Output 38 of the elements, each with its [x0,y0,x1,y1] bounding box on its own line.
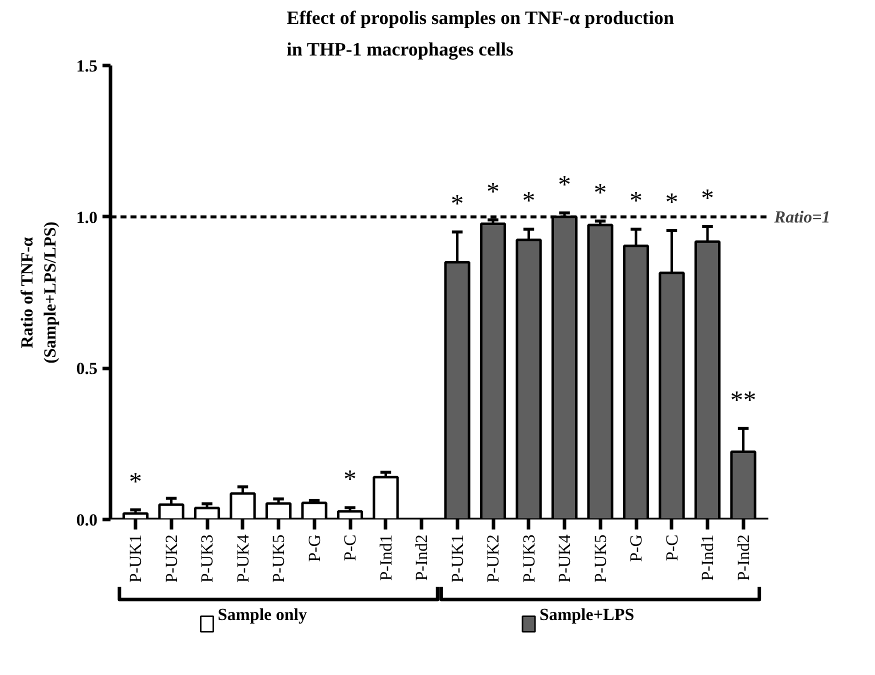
x-tick-label: P-Ind1 [376,534,396,581]
x-tick-label: P-UK1 [126,534,146,583]
data-label: * [594,178,607,208]
x-tick-label: P-UK2 [162,534,181,583]
x-tick-label: P-Ind2 [734,534,753,581]
legend-label: Sample only [218,605,308,624]
x-tick-label: P-UK5 [590,534,610,583]
chart-title: Effect of propolis samples on TNF-α production in THP-1 macrophages cells [286,8,674,60]
data-label: * [522,186,536,216]
x-tick-label: P-UK4 [555,534,574,583]
x-tick-label: P-UK3 [198,534,217,583]
x-tick-label: P-Ind1 [698,534,718,581]
x-tick-label: P-UK3 [519,534,538,583]
data-label: * [450,188,464,218]
x-tick-label: P-Ind2 [412,534,432,581]
x-tick-label: P-C [662,534,682,561]
y-axis-title: Ratio of TNF-α (Sample+LPS/LPS) [17,222,60,364]
ref-line-label: Ratio=1 [773,207,830,226]
data-label: * [630,186,643,216]
data-label: * [558,170,572,199]
data-label: * [665,187,678,216]
x-tick-label: P-UK2 [484,534,503,583]
x-tick-label: P-G [304,534,324,562]
data-label: * [344,464,357,494]
x-tick-label: P-C [340,534,360,561]
legend-label: Sample+LPS [539,605,634,624]
x-tick-label: P-UK5 [269,534,288,583]
y-tick-label: 0.5 [76,359,98,378]
data-label: * [129,466,142,496]
x-tick-label: P-UK1 [448,534,467,583]
y-tick-label: 1.5 [76,56,98,76]
y-tick-label: 1.0 [76,208,98,227]
data-label: * [486,176,500,206]
data-label: ** [730,385,756,414]
x-tick-label: P-G [626,534,646,562]
x-tick-label: P-UK4 [233,534,252,583]
data-label: * [701,184,714,213]
y-tick-label: 0.0 [76,510,98,530]
